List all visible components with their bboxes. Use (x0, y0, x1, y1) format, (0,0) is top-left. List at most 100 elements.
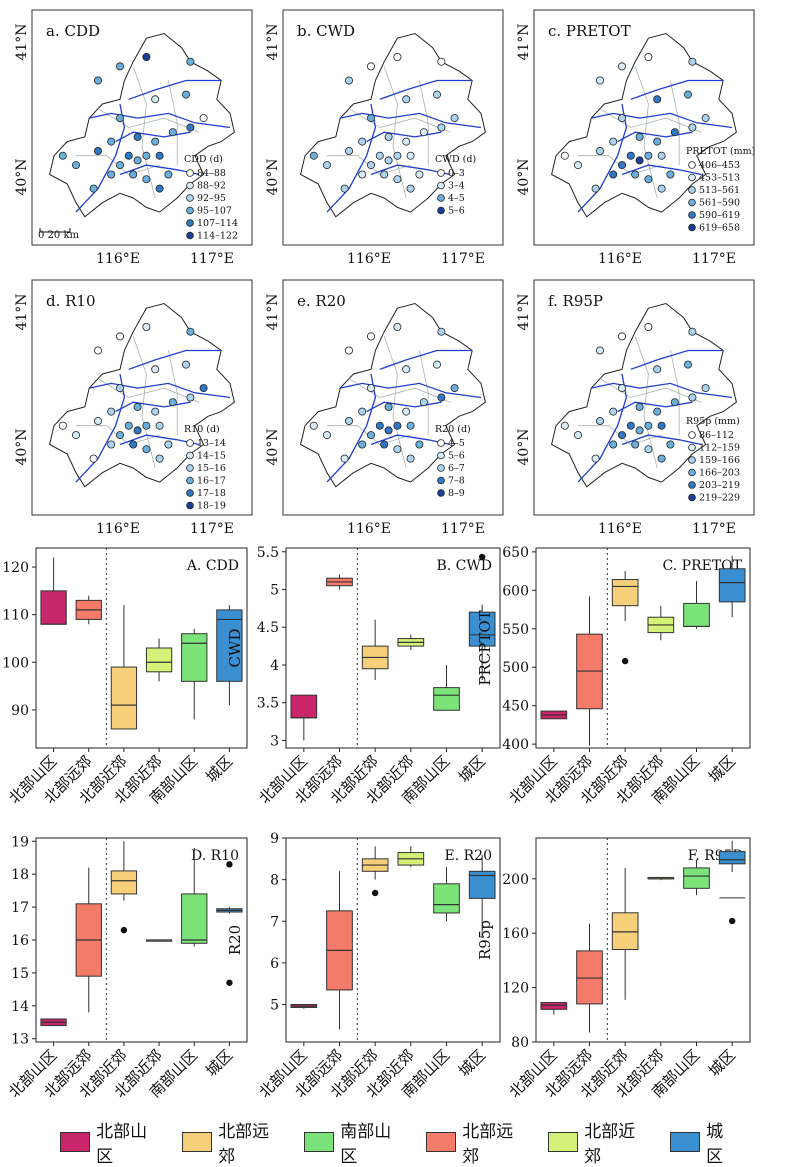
district-line (419, 80, 429, 166)
legend-item: 北部山区 (60, 1117, 160, 1167)
station-marker (596, 416, 605, 425)
station-marker (432, 360, 441, 369)
map-xtick: 117°E (692, 521, 736, 537)
map-legend-label: 16–17 (197, 476, 226, 487)
station-marker (415, 440, 424, 449)
legend-swatch (304, 1132, 335, 1152)
station-marker (618, 431, 627, 440)
station-marker (181, 90, 190, 99)
station-marker (653, 407, 662, 416)
station-marker (402, 137, 411, 146)
district-line (634, 66, 658, 199)
station-marker (133, 156, 142, 165)
district-line (670, 80, 680, 166)
map-legend-label: 107–114 (197, 218, 238, 229)
station-marker (380, 440, 389, 449)
station-marker (358, 170, 367, 179)
station-marker (384, 402, 393, 411)
station-marker (129, 170, 138, 179)
station-marker (437, 57, 446, 66)
map-legend-label: 5–6 (448, 451, 465, 462)
map-legend-title: R95p (mm) (686, 416, 740, 427)
station-marker (591, 184, 600, 193)
map-legend-label: 112–159 (699, 443, 740, 454)
district-line (348, 378, 451, 403)
station-marker (142, 445, 151, 454)
map-title: d. R10 (46, 292, 96, 310)
map-panel: e. R20 41°N 40°N 116°E 117°E R20 (d) 4–5 5–66–7… (265, 279, 504, 537)
map-legend-marker (688, 173, 696, 182)
map-legend-marker (437, 489, 445, 497)
legend-label: 北部山区 (96, 1122, 148, 1167)
x-tick-label: 城区 (202, 752, 236, 786)
map-legend-marker (688, 493, 696, 502)
zone-line (630, 349, 724, 370)
map-legend-marker (688, 223, 696, 232)
map-legend-label: 166–203 (699, 468, 740, 479)
zone-line (366, 131, 442, 143)
station-marker (657, 184, 666, 193)
map-legend-label: 619–658 (699, 223, 740, 234)
map-legend-label: 7–8 (448, 476, 465, 487)
outlier-point (226, 861, 233, 868)
map-legend-marker (186, 464, 194, 472)
legend-label: 南部山区 (340, 1122, 392, 1167)
district-line (599, 378, 702, 403)
map-legend-label: 4–5 (448, 193, 465, 204)
map-legend-marker (437, 194, 445, 202)
station-marker (393, 323, 402, 332)
plot-frame (35, 547, 248, 749)
map-legend-label: 3–4 (448, 181, 465, 192)
station-marker (151, 95, 160, 104)
station-marker (644, 323, 653, 332)
map-ytick: 41°N (265, 23, 281, 60)
panel-title: D. R10 (191, 848, 239, 864)
map-legend-label: 406–453 (699, 160, 740, 171)
box (683, 602, 710, 627)
y-tick-label: 18 (11, 867, 29, 883)
box (181, 893, 208, 944)
station-marker (186, 57, 195, 66)
station-marker (345, 146, 354, 155)
map-legend-marker (437, 451, 445, 460)
station-marker (142, 53, 151, 62)
station-marker (116, 62, 125, 71)
station-marker (155, 184, 164, 193)
map-legend-marker (186, 169, 194, 177)
box (433, 883, 460, 914)
station-marker (657, 454, 666, 463)
station-marker (142, 421, 151, 430)
station-marker (644, 151, 653, 160)
legend-swatch (548, 1132, 579, 1152)
station-marker (683, 360, 692, 369)
zone-line (591, 112, 733, 129)
outlier-point (120, 926, 128, 934)
zone-line (617, 131, 693, 143)
station-marker (701, 114, 710, 123)
map-ytick: 40°N (516, 158, 532, 195)
station-marker (155, 421, 164, 430)
zone-line (379, 79, 473, 100)
map-panel: d. R10 41°N 40°N 116°E 117°E R10 (d) 13–14 14–1… (14, 279, 253, 537)
map-legend-marker (688, 443, 696, 452)
x-tick-label: 城区 (705, 1046, 739, 1080)
station-marker (437, 123, 446, 132)
station-marker (107, 440, 116, 449)
x-tick-label: 城区 (705, 752, 739, 786)
legend-swatch (670, 1132, 701, 1152)
y-axis-label: R95p (476, 920, 494, 960)
outlier-point (478, 553, 486, 561)
map-xtick: 117°E (190, 521, 234, 537)
map-legend-marker (186, 206, 194, 215)
station-marker (142, 323, 151, 332)
station-marker (406, 151, 415, 160)
map-legend-title: CDD (d) (184, 154, 223, 165)
panel-title: E. R20 (445, 848, 492, 864)
station-marker (688, 393, 697, 402)
map-panel: c. PRETOT 41°N 40°N 116°E 117°E PRETOT (mm) 40… (516, 9, 755, 267)
map-legend-label: 86–112 (699, 430, 734, 441)
station-marker (375, 421, 384, 430)
map-legend-marker (186, 476, 194, 485)
map-legend-label: 6–7 (448, 463, 465, 474)
station-marker (683, 90, 692, 99)
